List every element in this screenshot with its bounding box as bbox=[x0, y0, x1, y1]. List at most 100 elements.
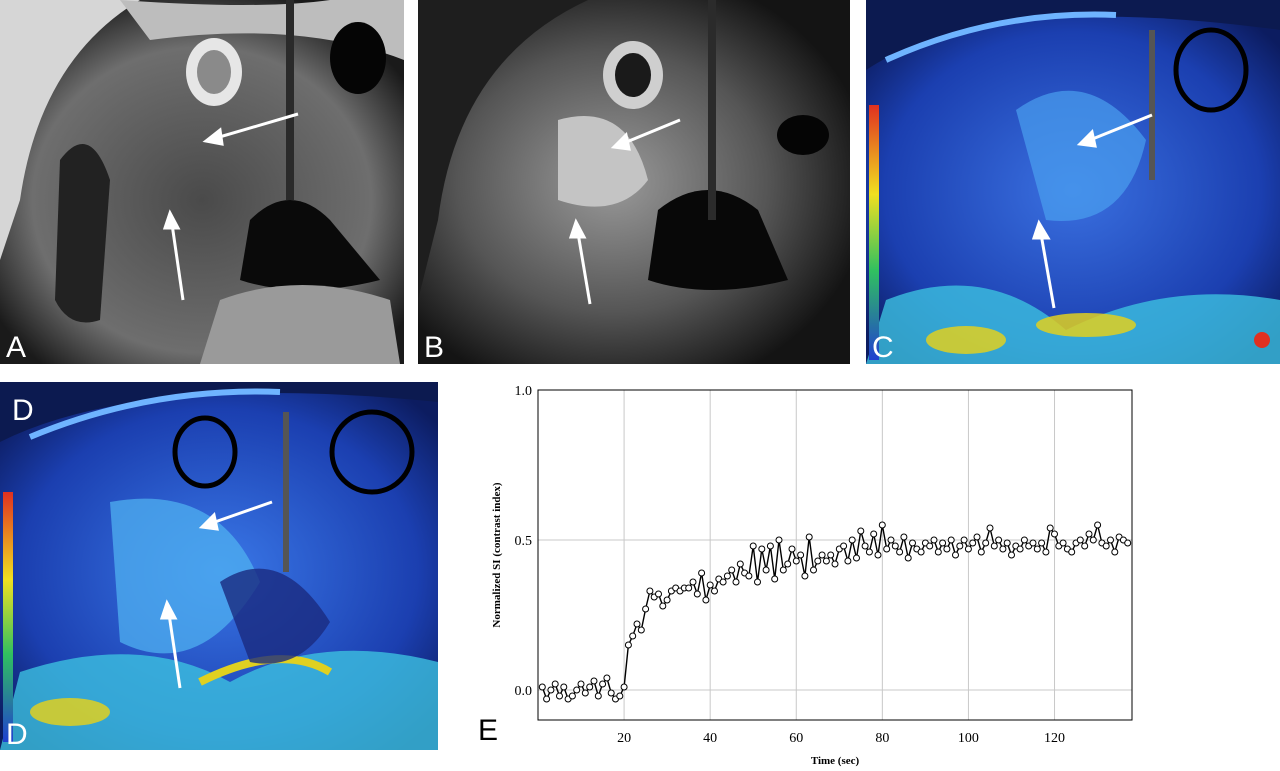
data-point bbox=[573, 686, 581, 694]
lesion-arrows bbox=[162, 112, 299, 301]
data-point bbox=[874, 551, 882, 559]
panel-d-image: D D bbox=[0, 382, 438, 750]
data-point bbox=[797, 551, 805, 559]
data-point bbox=[1094, 521, 1102, 529]
data-point bbox=[594, 692, 602, 700]
data-point bbox=[995, 536, 1003, 544]
data-point bbox=[1059, 539, 1067, 547]
data-point bbox=[844, 557, 852, 565]
data-point bbox=[762, 566, 770, 574]
panel-letter-d-bottom: D bbox=[6, 718, 28, 750]
data-point bbox=[883, 545, 891, 553]
data-point bbox=[788, 545, 796, 553]
data-point bbox=[568, 692, 576, 700]
data-point bbox=[891, 542, 899, 550]
data-point bbox=[577, 680, 585, 688]
perfusion-map-d bbox=[0, 382, 438, 750]
chart-grid bbox=[538, 389, 1132, 720]
data-point bbox=[827, 551, 835, 559]
data-point bbox=[685, 584, 693, 592]
x-axis-label: Time (sec) bbox=[811, 755, 860, 767]
panel-a-image: A bbox=[0, 0, 404, 364]
panel-c-image: C bbox=[866, 0, 1280, 364]
x-tick-label: 40 bbox=[703, 731, 717, 746]
data-point bbox=[556, 692, 563, 700]
data-point bbox=[1003, 539, 1011, 547]
data-point bbox=[909, 539, 916, 547]
data-point bbox=[607, 689, 615, 697]
data-point bbox=[754, 578, 761, 586]
data-point bbox=[977, 548, 985, 556]
data-point bbox=[581, 689, 589, 697]
data-point bbox=[624, 641, 632, 649]
data-point bbox=[896, 548, 904, 556]
data-point bbox=[818, 551, 826, 559]
data-point bbox=[917, 548, 925, 556]
data-point bbox=[749, 542, 757, 550]
data-point bbox=[775, 536, 783, 544]
data-point bbox=[586, 683, 594, 691]
data-point bbox=[939, 539, 947, 547]
data-point bbox=[633, 620, 641, 628]
data-point bbox=[952, 551, 959, 559]
data-point bbox=[990, 542, 998, 550]
data-point bbox=[719, 578, 727, 586]
data-point bbox=[848, 536, 856, 544]
data-point bbox=[801, 572, 809, 580]
data-point bbox=[1124, 539, 1132, 547]
y-tick-label: 0.0 bbox=[515, 684, 533, 699]
data-point bbox=[1051, 530, 1058, 538]
panel-letter-e: E bbox=[478, 714, 499, 747]
data-point bbox=[637, 626, 645, 634]
data-point bbox=[706, 581, 714, 589]
data-point bbox=[663, 596, 671, 604]
data-point bbox=[1102, 542, 1110, 550]
data-point bbox=[982, 539, 990, 547]
data-point bbox=[543, 695, 551, 703]
data-point bbox=[964, 545, 972, 553]
data-point bbox=[758, 545, 766, 553]
data-point bbox=[861, 542, 869, 550]
data-point bbox=[723, 572, 731, 580]
data-point bbox=[646, 587, 654, 595]
data-point bbox=[1111, 548, 1119, 556]
data-point bbox=[1089, 536, 1097, 544]
data-point bbox=[1085, 530, 1093, 538]
lesion-arrows bbox=[1031, 113, 1153, 309]
y-axis-label: Normalized SI (contrast index) bbox=[491, 482, 503, 627]
x-tick-label: 120 bbox=[1044, 731, 1065, 746]
data-point bbox=[642, 605, 650, 613]
data-point bbox=[766, 542, 774, 550]
data-point bbox=[1038, 539, 1046, 547]
data-point bbox=[603, 674, 611, 682]
data-point bbox=[1042, 548, 1050, 556]
data-point bbox=[814, 557, 822, 565]
time-intensity-chart: 0.0 0.5 1.0 20 40 60 80 100 120 Normalized SI (… bbox=[491, 384, 1133, 767]
data-point bbox=[853, 554, 860, 562]
data-point bbox=[900, 533, 908, 541]
data-point bbox=[551, 680, 559, 688]
data-point bbox=[693, 590, 701, 598]
data-point bbox=[930, 536, 938, 544]
data-point bbox=[732, 578, 740, 586]
data-point bbox=[1046, 524, 1054, 532]
data-point bbox=[986, 524, 994, 532]
data-point bbox=[702, 596, 710, 604]
data-point bbox=[792, 557, 800, 565]
mri-t2-image bbox=[0, 0, 404, 364]
data-point bbox=[805, 533, 813, 541]
panel-b-image: B bbox=[418, 0, 850, 364]
data-point bbox=[840, 542, 848, 550]
x-tick-label: 60 bbox=[789, 731, 803, 746]
lesion-arrows bbox=[568, 118, 681, 305]
mri-post-contrast-image bbox=[418, 0, 850, 364]
data-point bbox=[599, 680, 607, 688]
data-point bbox=[655, 590, 662, 598]
data-point bbox=[822, 557, 830, 565]
y-axis-ticks: 0.0 0.5 1.0 bbox=[515, 384, 533, 699]
perfusion-map-c bbox=[866, 0, 1280, 364]
data-point bbox=[1033, 545, 1041, 553]
data-point bbox=[956, 542, 964, 550]
data-point bbox=[1008, 551, 1015, 559]
data-point bbox=[904, 554, 912, 562]
